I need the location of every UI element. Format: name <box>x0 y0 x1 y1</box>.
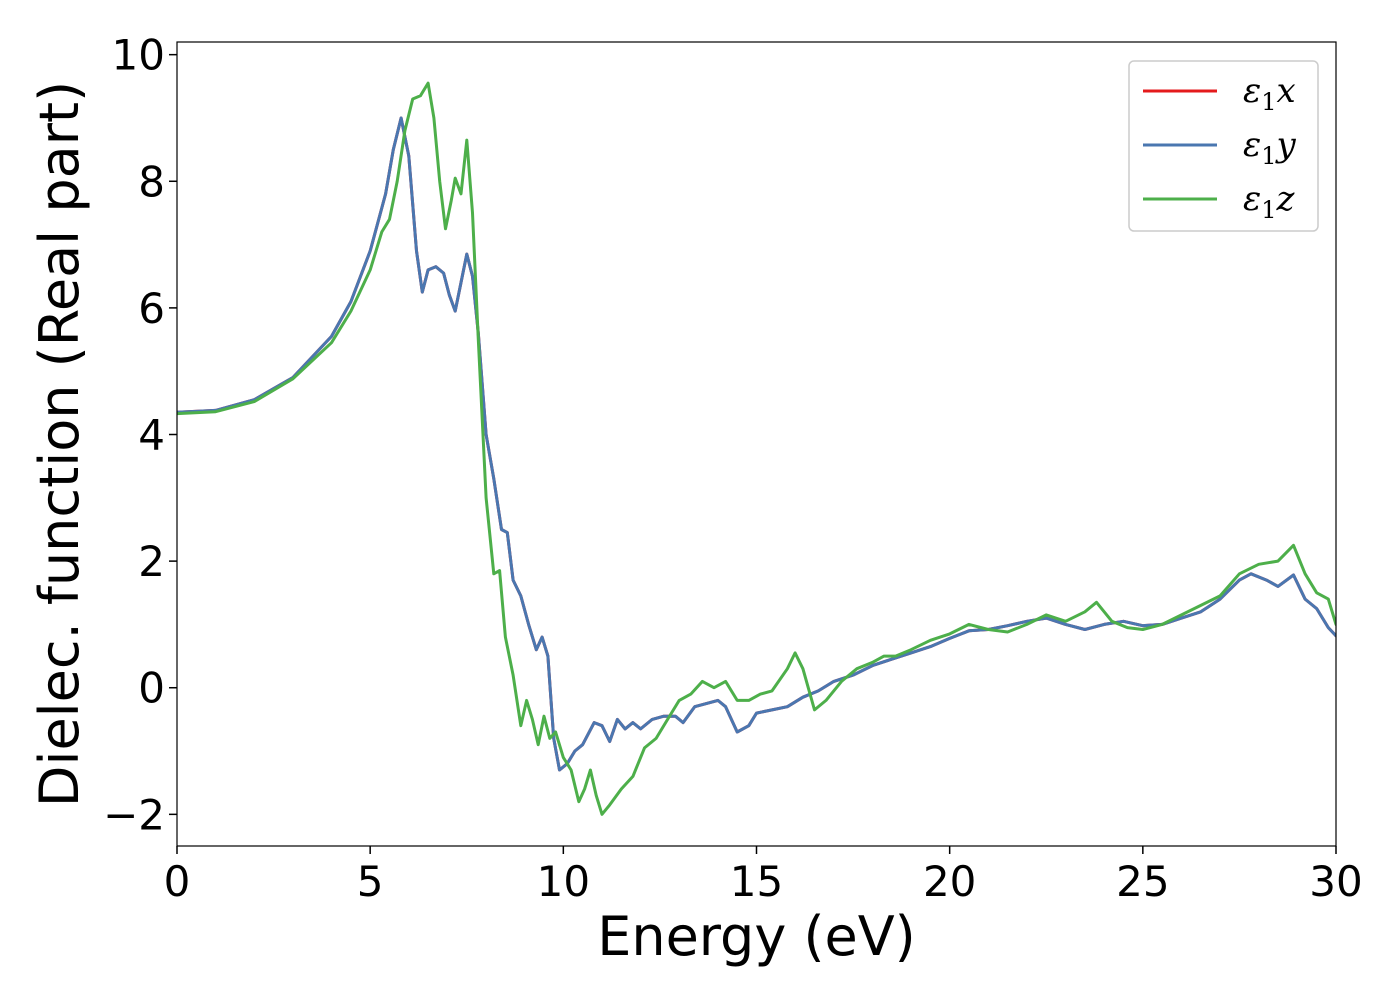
legend-label: ε1y <box>1243 125 1297 170</box>
legend: ε1x ε1y ε1z <box>1128 60 1319 232</box>
legend-box <box>1128 60 1319 232</box>
x-tick-label: 20 <box>923 857 976 906</box>
y-tick-label: 4 <box>138 411 165 460</box>
legend-label: ε1x <box>1243 71 1296 116</box>
x-tick-label: 5 <box>357 857 384 906</box>
axes: 0 5 10 15 20 25 30 −2 0 2 4 6 8 10 <box>103 31 1363 906</box>
y-tick-label: 10 <box>112 31 165 80</box>
x-tick-label: 30 <box>1309 857 1362 906</box>
x-tick-label: 10 <box>537 857 590 906</box>
x-tick-label: 15 <box>730 857 783 906</box>
y-tick-label: 0 <box>138 664 165 713</box>
plot-area <box>177 81 1336 816</box>
y-tick-label: 6 <box>138 284 165 333</box>
y-axis-label: Dielec. function (Real part) <box>28 81 91 807</box>
y-tick-label: 2 <box>138 537 165 586</box>
x-tick-label: 0 <box>164 857 191 906</box>
y-tick-label: −2 <box>103 790 165 839</box>
legend-label: ε1z <box>1243 179 1296 224</box>
y-tick-label: 8 <box>138 157 165 206</box>
x-axis-label: Energy (eV) <box>597 905 916 968</box>
x-tick-label: 25 <box>1116 857 1169 906</box>
series-line-2 <box>177 116 1336 772</box>
series-line-3 <box>177 81 1336 816</box>
